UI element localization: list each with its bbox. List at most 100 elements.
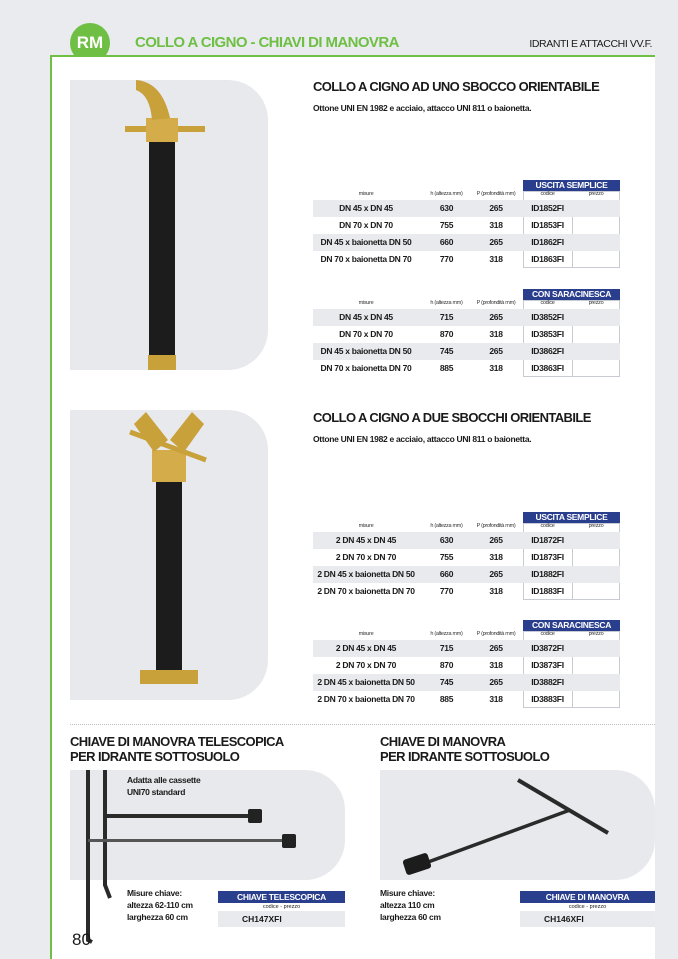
table-cell: 2 DN 45 x baionetta DN 50	[317, 677, 415, 687]
t-key-image	[402, 778, 610, 875]
column-header: P (profondità mm)	[476, 300, 516, 306]
single-outlet-standpipe-image	[125, 80, 205, 373]
table-cell: ID3873FI	[531, 660, 564, 670]
table-cell: ID3852FI	[531, 312, 564, 322]
key-dimensions: Misure chiave: altezza 110 cm larghezza 60…	[380, 888, 441, 922]
table-cell: DN 45 x DN 45	[339, 312, 393, 322]
table-band-header: CON SARACINESCA	[523, 620, 620, 631]
table-cell: 745	[439, 346, 454, 356]
table-cell: 660	[439, 569, 454, 579]
column-header: misure	[358, 523, 374, 529]
product-image-panel	[70, 80, 268, 373]
table-row: 2 DN 45 x baionetta DN 50 745 265 ID3882FI	[313, 674, 620, 691]
table-header: misure h (altezza mm) P (profondità mm) cod…	[313, 523, 620, 532]
table-cell: 318	[489, 694, 503, 704]
table-cell: ID1862FI	[531, 237, 564, 247]
table-cell: 870	[439, 329, 454, 339]
table-cell: DN 45 x DN 45	[339, 203, 393, 213]
table-cell: ID1852FI	[531, 203, 564, 213]
table-cell: 660	[439, 237, 454, 247]
key-title: CHIAVE DI MANOVRA PER IDRANTE SOTTOSUOLO	[380, 734, 550, 764]
key-code-subheader: codice - prezzo	[262, 904, 301, 910]
table-cell: 2 DN 70 x baionetta DN 70	[317, 586, 415, 596]
product-description: Ottone UNI EN 1982 e acciaio, attacco UN…	[313, 434, 532, 444]
table-cell: ID1883FI	[531, 586, 564, 596]
column-header: misure	[358, 191, 374, 197]
table-cell: 265	[489, 237, 503, 247]
table-cell: 265	[489, 312, 503, 322]
table-cell: 265	[489, 677, 503, 687]
table-row: 2 DN 70 x DN 70 755 318 ID1873FI	[313, 549, 620, 566]
product-table: CON SARACINESCA misure h (altezza mm) P (pr…	[313, 289, 620, 377]
table-cell: 630	[439, 203, 454, 213]
table-cell: 770	[439, 586, 454, 596]
key-code-header: CHIAVE TELESCOPICA	[218, 891, 345, 903]
table-cell: ID3883FI	[531, 694, 564, 704]
product-title: COLLO A CIGNO AD UNO SBOCCO ORIENTABILE	[313, 79, 600, 94]
table-cell: 2 DN 45 x DN 45	[335, 535, 397, 545]
column-header: misure	[358, 300, 374, 306]
section-title: COLLO A CIGNO - CHIAVI DI MANOVRA	[135, 34, 399, 51]
table-header: misure h (altezza mm) P (profondità mm) cod…	[313, 191, 620, 200]
key-code-header: CHIAVE DI MANOVRA	[520, 891, 655, 903]
column-header: h (altezza mm)	[430, 191, 463, 197]
key-image-panel	[380, 770, 655, 880]
table-row: 2 DN 45 x baionetta DN 50 660 265 ID1882FI	[313, 566, 620, 583]
code-price-box	[523, 523, 620, 600]
table-cell: DN 70 x DN 70	[339, 329, 393, 339]
column-header: prezzo	[588, 631, 604, 637]
key-code: CH146XFI	[520, 911, 655, 927]
table-cell: ID3863FI	[531, 363, 564, 373]
table-cell: 755	[439, 220, 454, 230]
table-cell: ID1882FI	[531, 569, 564, 579]
table-header: misure h (altezza mm) P (profondità mm) cod…	[313, 300, 620, 309]
code-price-box	[523, 631, 620, 708]
table-cell: 755	[439, 552, 454, 562]
column-header: P (profondità mm)	[476, 523, 516, 529]
table-cell: 2 DN 45 x baionetta DN 50	[317, 569, 415, 579]
table-row: DN 70 x baionetta DN 70 770 318 ID1863FI	[313, 251, 620, 268]
table-cell: ID1863FI	[531, 254, 564, 264]
table-row: DN 45 x baionetta DN 50 660 265 ID1862FI	[313, 234, 620, 251]
column-header: h (altezza mm)	[430, 300, 463, 306]
column-header: P (profondità mm)	[476, 191, 516, 197]
table-cell: DN 45 x baionetta DN 50	[320, 237, 412, 247]
product-table: USCITA SEMPLICE misure h (altezza mm) P (pr…	[313, 180, 620, 268]
product-title: COLLO A CIGNO A DUE SBOCCHI ORIENTABILE	[313, 410, 591, 425]
table-cell: 318	[489, 254, 503, 264]
table-cell: 265	[489, 203, 503, 213]
product-image-panel	[70, 410, 268, 700]
table-row: DN 70 x DN 70 755 318 ID1853FI	[313, 217, 620, 234]
table-cell: 265	[489, 569, 503, 579]
telescopic-key-image	[86, 770, 296, 944]
key-code-subheader: codice - prezzo	[568, 904, 607, 910]
table-cell: DN 70 x baionetta DN 70	[320, 254, 412, 264]
key-code: CH147XFI	[218, 911, 345, 927]
column-header: codice	[540, 631, 555, 637]
table-row: DN 45 x DN 45 715 265 ID3852FI	[313, 309, 620, 326]
column-header: codice	[540, 523, 555, 529]
column-header: misure	[358, 631, 374, 637]
section-divider	[70, 724, 655, 725]
table-cell: 318	[489, 363, 503, 373]
table-header: misure h (altezza mm) P (profondità mm) cod…	[313, 631, 620, 640]
table-cell: 265	[489, 643, 503, 653]
table-cell: DN 45 x baionetta DN 50	[320, 346, 412, 356]
table-row: 2 DN 70 x baionetta DN 70 885 318 ID3883FI	[313, 691, 620, 708]
product-table: USCITA SEMPLICE misure h (altezza mm) P (pr…	[313, 512, 620, 600]
key-code-box: CHIAVE DI MANOVRA codice - prezzo CH146X…	[520, 891, 655, 927]
page-number: 80	[72, 930, 91, 949]
column-header: h (altezza mm)	[430, 523, 463, 529]
table-row: DN 70 x DN 70 870 318 ID3853FI	[313, 326, 620, 343]
table-cell: 885	[439, 694, 454, 704]
table-row: DN 70 x baionetta DN 70 885 318 ID3863FI	[313, 360, 620, 377]
key-note: Adatta alle cassette UNI70 standard	[127, 775, 201, 797]
category-label: IDRANTI E ATTACCHI VV.F.	[529, 38, 652, 50]
table-cell: 870	[439, 660, 454, 670]
table-row: 2 DN 70 x baionetta DN 70 770 318 ID1883FI	[313, 583, 620, 600]
table-cell: ID3862FI	[531, 346, 564, 356]
table-row: 2 DN 45 x DN 45 630 265 ID1872FI	[313, 532, 620, 549]
table-cell: 318	[489, 329, 503, 339]
table-cell: 885	[439, 363, 454, 373]
table-cell: 2 DN 70 x DN 70	[335, 660, 397, 670]
